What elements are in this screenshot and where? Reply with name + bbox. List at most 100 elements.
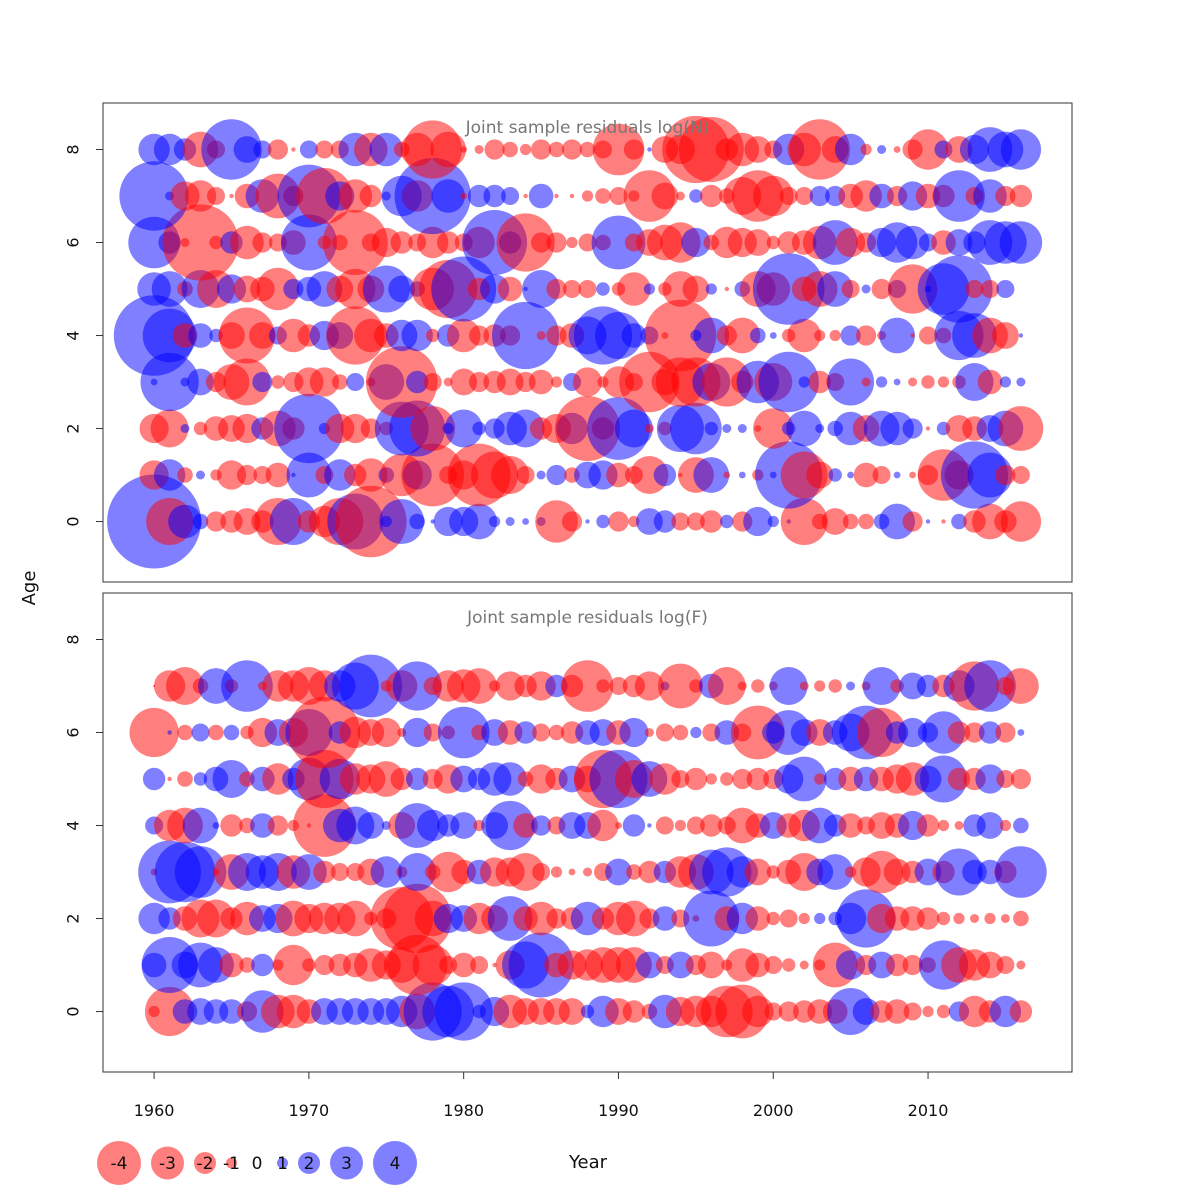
residual-bubble: [273, 944, 314, 986]
residual-bubble: [766, 235, 780, 250]
legend-bubble: [226, 1157, 237, 1169]
residual-bubble: [910, 333, 915, 338]
residual-bubble: [233, 136, 261, 163]
residual-bubble: [935, 848, 983, 896]
residual-bubble: [239, 957, 255, 973]
residual-bubble: [1016, 377, 1026, 387]
residual-bubble: [578, 280, 597, 298]
bubble-group: [129, 654, 1047, 1041]
legend-label: -4: [111, 1154, 128, 1174]
residual-bubble: [947, 721, 971, 744]
y-tick-label: 6: [64, 727, 83, 737]
residual-bubble: [860, 143, 872, 156]
residual-bubble: [872, 466, 891, 484]
residual-bubble: [885, 953, 909, 977]
residual-bubble: [675, 191, 685, 201]
residual-bubble: [450, 812, 478, 839]
residual-bubble: [566, 236, 578, 249]
residual-bubble: [862, 667, 901, 705]
residual-bubble: [798, 376, 810, 388]
residual-bubble: [249, 322, 276, 349]
residual-bubble: [443, 377, 453, 387]
residual-bubble: [269, 498, 317, 545]
residual-bubble: [829, 329, 841, 342]
residual-bubble: [150, 409, 189, 448]
residual-bubble: [841, 280, 860, 298]
panel-title: Joint sample residuals log(F): [466, 608, 708, 628]
residual-bubble: [280, 214, 337, 271]
residual-bubble: [764, 956, 783, 974]
residual-bubble: [614, 409, 653, 448]
residual-bubble: [836, 227, 866, 258]
residual-bubble: [1009, 184, 1033, 208]
residual-bubble: [1017, 729, 1025, 736]
residual-bubble: [651, 182, 679, 210]
residual-bubble: [814, 329, 826, 342]
residual-bubble: [489, 515, 501, 528]
residual-bubble: [469, 325, 490, 346]
x-axis-label: Year: [568, 1152, 608, 1173]
residual-bubble: [437, 231, 460, 254]
residual-bubble: [371, 717, 401, 748]
residual-bubble: [444, 409, 483, 448]
residual-bubble: [922, 711, 965, 754]
residual-bubble: [119, 161, 189, 231]
residual-bubble: [936, 911, 951, 926]
residual-bubble: [299, 140, 318, 159]
residual-bubble: [622, 814, 646, 837]
residual-bubble: [670, 402, 722, 455]
residual-bubble: [219, 952, 244, 978]
residual-bubble: [1009, 1000, 1033, 1023]
residual-bubble: [230, 225, 264, 260]
residual-bubble: [223, 358, 271, 406]
residual-bubble: [814, 680, 826, 692]
residual-bubble: [684, 767, 708, 791]
residual-bubble: [168, 504, 202, 539]
residual-bubble: [271, 375, 285, 389]
residual-bubble: [506, 409, 545, 448]
residual-bubble: [1016, 960, 1026, 970]
residual-bubble: [461, 503, 497, 540]
residual-bubble: [976, 951, 1004, 979]
residual-bubble: [346, 373, 365, 391]
residual-bubble: [893, 471, 901, 479]
residual-bubble: [520, 143, 532, 156]
residual-bubble: [779, 187, 798, 205]
residual-bubble: [724, 317, 761, 354]
legend-label: -1: [223, 1154, 240, 1174]
residual-bubble: [250, 813, 275, 838]
residual-bubble: [392, 661, 442, 711]
residual-bubble: [970, 914, 979, 923]
residual-bubble: [587, 809, 619, 842]
residual-bubble: [508, 932, 574, 998]
residual-bubble: [609, 187, 628, 205]
y-tick-label: 0: [64, 516, 83, 526]
residual-bubble: [207, 187, 225, 205]
residual-bubble: [177, 467, 193, 483]
residual-bubble: [365, 346, 438, 418]
panel-log-f: Joint sample residuals log(F) 0 2 4 6 8: [64, 592, 1073, 1073]
residual-bubble: [302, 958, 316, 972]
residual-bubble: [192, 513, 209, 530]
residual-bubble: [827, 358, 875, 406]
residual-bubble: [893, 146, 901, 153]
residual-bubble: [182, 807, 219, 844]
residual-bubble: [799, 960, 809, 970]
legend-bubble: [151, 1146, 184, 1180]
residual-bubble: [332, 374, 348, 390]
residual-bubble: [220, 814, 243, 837]
residual-bubble: [522, 518, 529, 525]
residual-bubble: [937, 819, 950, 832]
residual-bubble: [187, 368, 214, 396]
residual-bubble: [426, 328, 440, 343]
residual-bubble: [485, 800, 535, 851]
residual-bubble: [219, 307, 275, 364]
residual-bubble: [903, 1002, 922, 1021]
residual-bubble: [402, 717, 432, 748]
residual-bubble: [644, 424, 654, 433]
residual-bubble: [658, 663, 703, 709]
residual-bubble: [919, 326, 937, 345]
residual-bubble: [978, 721, 1002, 744]
residual-bubble: [251, 953, 274, 977]
residual-bubble: [401, 443, 465, 507]
